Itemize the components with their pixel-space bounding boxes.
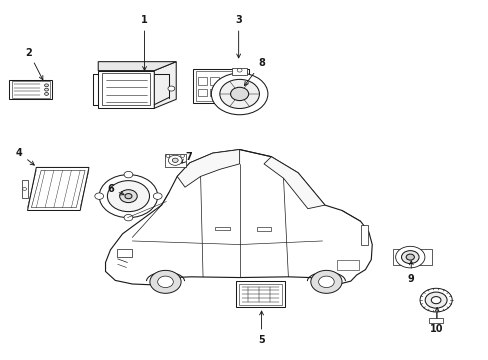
Polygon shape — [31, 170, 85, 208]
Polygon shape — [177, 149, 239, 187]
Circle shape — [220, 79, 259, 108]
Bar — [232, 68, 246, 75]
Circle shape — [235, 81, 244, 87]
Circle shape — [22, 188, 26, 190]
Circle shape — [229, 77, 249, 91]
Circle shape — [180, 154, 184, 157]
Circle shape — [153, 193, 162, 199]
Circle shape — [124, 194, 132, 199]
Text: 7: 7 — [182, 152, 191, 163]
Circle shape — [395, 246, 424, 268]
Polygon shape — [21, 180, 27, 198]
Bar — [233, 77, 242, 85]
Bar — [428, 318, 443, 323]
Circle shape — [44, 93, 48, 95]
Circle shape — [150, 270, 181, 293]
Circle shape — [230, 87, 248, 100]
Text: 3: 3 — [235, 15, 242, 58]
Bar — [233, 89, 242, 96]
Circle shape — [120, 190, 137, 203]
Circle shape — [124, 171, 133, 178]
Circle shape — [406, 254, 413, 260]
Bar — [360, 225, 367, 244]
Bar — [195, 71, 246, 101]
Circle shape — [44, 84, 48, 87]
Circle shape — [165, 154, 169, 157]
Bar — [12, 81, 50, 98]
Bar — [336, 260, 358, 270]
Circle shape — [419, 288, 451, 312]
Text: 9: 9 — [407, 261, 414, 284]
Bar — [221, 89, 230, 96]
Polygon shape — [105, 149, 371, 285]
Bar — [215, 226, 229, 230]
Polygon shape — [27, 167, 89, 211]
Circle shape — [401, 251, 418, 264]
Bar — [236, 282, 285, 307]
Circle shape — [211, 73, 267, 115]
Circle shape — [430, 297, 440, 304]
Text: 1: 1 — [141, 15, 147, 71]
Circle shape — [95, 193, 103, 199]
Text: 5: 5 — [258, 311, 264, 345]
Bar — [117, 249, 132, 257]
Bar — [221, 77, 230, 85]
Text: 10: 10 — [429, 307, 443, 334]
Circle shape — [167, 86, 174, 91]
Circle shape — [44, 88, 48, 91]
Bar — [209, 89, 218, 96]
Text: 2: 2 — [25, 48, 43, 80]
Text: 4: 4 — [16, 148, 34, 165]
Bar — [9, 80, 52, 99]
Bar — [164, 154, 185, 167]
Text: 8: 8 — [244, 58, 264, 86]
Circle shape — [168, 155, 182, 165]
Circle shape — [107, 181, 149, 212]
Bar — [239, 284, 282, 305]
Polygon shape — [154, 62, 176, 108]
Bar — [198, 89, 206, 96]
Circle shape — [237, 68, 242, 72]
Polygon shape — [264, 157, 325, 209]
Bar — [98, 71, 154, 108]
Bar — [198, 77, 206, 85]
Circle shape — [124, 215, 133, 221]
Bar — [102, 73, 150, 105]
Circle shape — [318, 276, 333, 288]
Circle shape — [425, 292, 446, 308]
Circle shape — [310, 270, 341, 293]
Polygon shape — [98, 62, 176, 71]
Text: 6: 6 — [107, 184, 124, 195]
Bar — [256, 227, 271, 231]
Bar — [392, 249, 431, 265]
Bar — [209, 77, 218, 85]
Circle shape — [99, 175, 158, 218]
Circle shape — [158, 276, 173, 288]
Circle shape — [172, 158, 178, 162]
Bar — [193, 69, 249, 103]
